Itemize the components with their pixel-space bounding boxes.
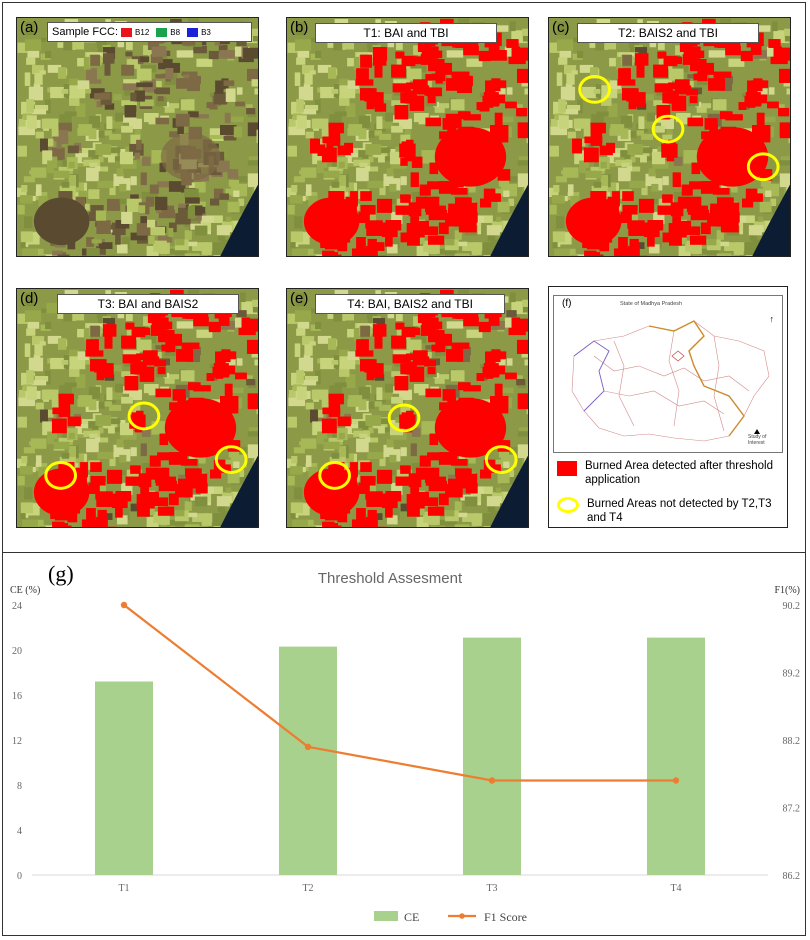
y-left-tick: 12	[12, 736, 22, 747]
fcc-label: Sample FCC:	[52, 26, 119, 38]
panel-title-e: T4: BAI, BAIS2 and TBI	[315, 294, 505, 314]
y-right-tick: 87.2	[783, 804, 801, 815]
ce-bar	[279, 646, 337, 875]
panel-e: (e) T4: BAI, BAIS2 and TBI	[286, 288, 529, 528]
x-tick-label: T3	[486, 883, 497, 894]
chart-panel-label: (g)	[48, 561, 74, 586]
band-b12-swatch	[121, 27, 133, 37]
f1-score-line	[123, 604, 676, 782]
band-b12-label: B12	[135, 27, 150, 37]
band-b3-swatch	[187, 27, 199, 37]
threshold-chart: (g) Threshold Assesment CE (%) F1(%) 0 4 8…	[10, 561, 801, 924]
panel-f: (f) State of Madhya Pradesh ↑ Study of I…	[548, 286, 788, 528]
y-left-tick: 8	[17, 781, 22, 792]
burn-map-d	[17, 289, 258, 527]
y-right-tick: 89.2	[783, 669, 801, 680]
ce-bar	[95, 681, 153, 875]
burn-map-e	[287, 289, 528, 527]
x-tick-label: T1	[118, 883, 129, 894]
chart-title: Threshold Assesment	[318, 570, 463, 587]
panel-c: (c) T2: BAIS2 and TBI	[548, 17, 791, 257]
y-left-tick: 16	[12, 691, 22, 702]
undetected-burn-circle	[387, 403, 421, 433]
legend-ce-label: CE	[404, 910, 419, 924]
band-b3-label: B3	[201, 27, 211, 37]
panel-label-d: (d)	[20, 290, 39, 307]
y-right-tick: 88.2	[783, 736, 801, 747]
panel-title-c: T2: BAIS2 and TBI	[577, 23, 759, 43]
y-left-tick: 0	[17, 871, 22, 882]
undetected-burn-circle	[578, 75, 611, 104]
location-map: (f) State of Madhya Pradesh ↑ Study of I…	[553, 295, 783, 453]
legend-f1-marker	[459, 913, 465, 919]
panel-title-d: T3: BAI and BAIS2	[57, 294, 239, 314]
x-tick-label: T4	[670, 883, 681, 894]
map-legend-text: Study of Interest	[748, 434, 767, 446]
f1-point	[120, 601, 128, 609]
y-right-tick: 90.2	[783, 601, 801, 612]
band-b8-label: B8	[170, 27, 181, 37]
panel-label-e: (e)	[290, 290, 309, 307]
legend-burned-text: Burned Area detected after threshold app…	[585, 460, 773, 486]
undetected-ring-icon	[557, 497, 579, 513]
state-outline	[571, 320, 770, 442]
map-title: State of Madhya Pradesh	[620, 301, 683, 307]
legend-ce-swatch	[374, 911, 398, 921]
band-b8-swatch	[156, 27, 168, 37]
undetected-burn-circle	[318, 461, 351, 490]
panel-title-b: T1: BAI and TBI	[315, 23, 497, 43]
north-arrow-icon: ↑	[769, 314, 775, 324]
undetected-burn-circle	[651, 114, 685, 144]
y-right-label: F1(%)	[774, 585, 800, 596]
panel-d: (d) T3: BAI and BAIS2	[16, 288, 259, 528]
burn-map-c	[549, 18, 790, 256]
y-left-tick: 20	[12, 646, 22, 657]
panel-a: (a) Sample FCC: B12 B8 B3	[16, 17, 259, 257]
legend-f1-label: F1 Score	[484, 910, 527, 924]
ce-bar	[647, 637, 705, 875]
legend-burned: Burned Area detected after threshold app…	[557, 459, 775, 487]
ce-bar	[463, 637, 521, 875]
burned-swatch	[557, 461, 577, 476]
f1-point	[672, 777, 680, 784]
panel-label-a: (a)	[20, 19, 39, 36]
undetected-burn-circle	[484, 445, 518, 474]
panel-label-f: (f)	[562, 298, 572, 309]
undetected-burn-circle	[127, 401, 161, 431]
fcc-legend: Sample FCC: B12 B8 B3	[47, 22, 252, 42]
panel-label-c: (c)	[552, 19, 570, 36]
f1-point	[304, 743, 312, 750]
x-tick-label: T2	[302, 883, 313, 894]
y-left-tick: 4	[17, 826, 22, 837]
y-left-label: CE (%)	[10, 585, 40, 596]
undetected-burn-circle	[746, 152, 780, 182]
legend-undetected: Burned Areas not detected by T2,T3 and T…	[557, 497, 787, 525]
panel-b: (b) T1: BAI and TBI	[286, 17, 529, 257]
y-left-tick: 24	[12, 601, 22, 612]
fcc-map-a	[17, 18, 258, 256]
chart-legend: CE F1 Score	[374, 910, 527, 924]
f1-point	[488, 777, 496, 784]
panel-label-b: (b)	[290, 19, 309, 36]
figure-divider	[2, 552, 806, 553]
undetected-burn-circle	[44, 461, 78, 490]
y-right-tick: 86.2	[783, 871, 801, 882]
burn-map-b	[287, 18, 528, 256]
undetected-burn-circle	[214, 445, 248, 474]
legend-undetected-text: Burned Areas not detected by T2,T3 and T…	[587, 498, 772, 524]
